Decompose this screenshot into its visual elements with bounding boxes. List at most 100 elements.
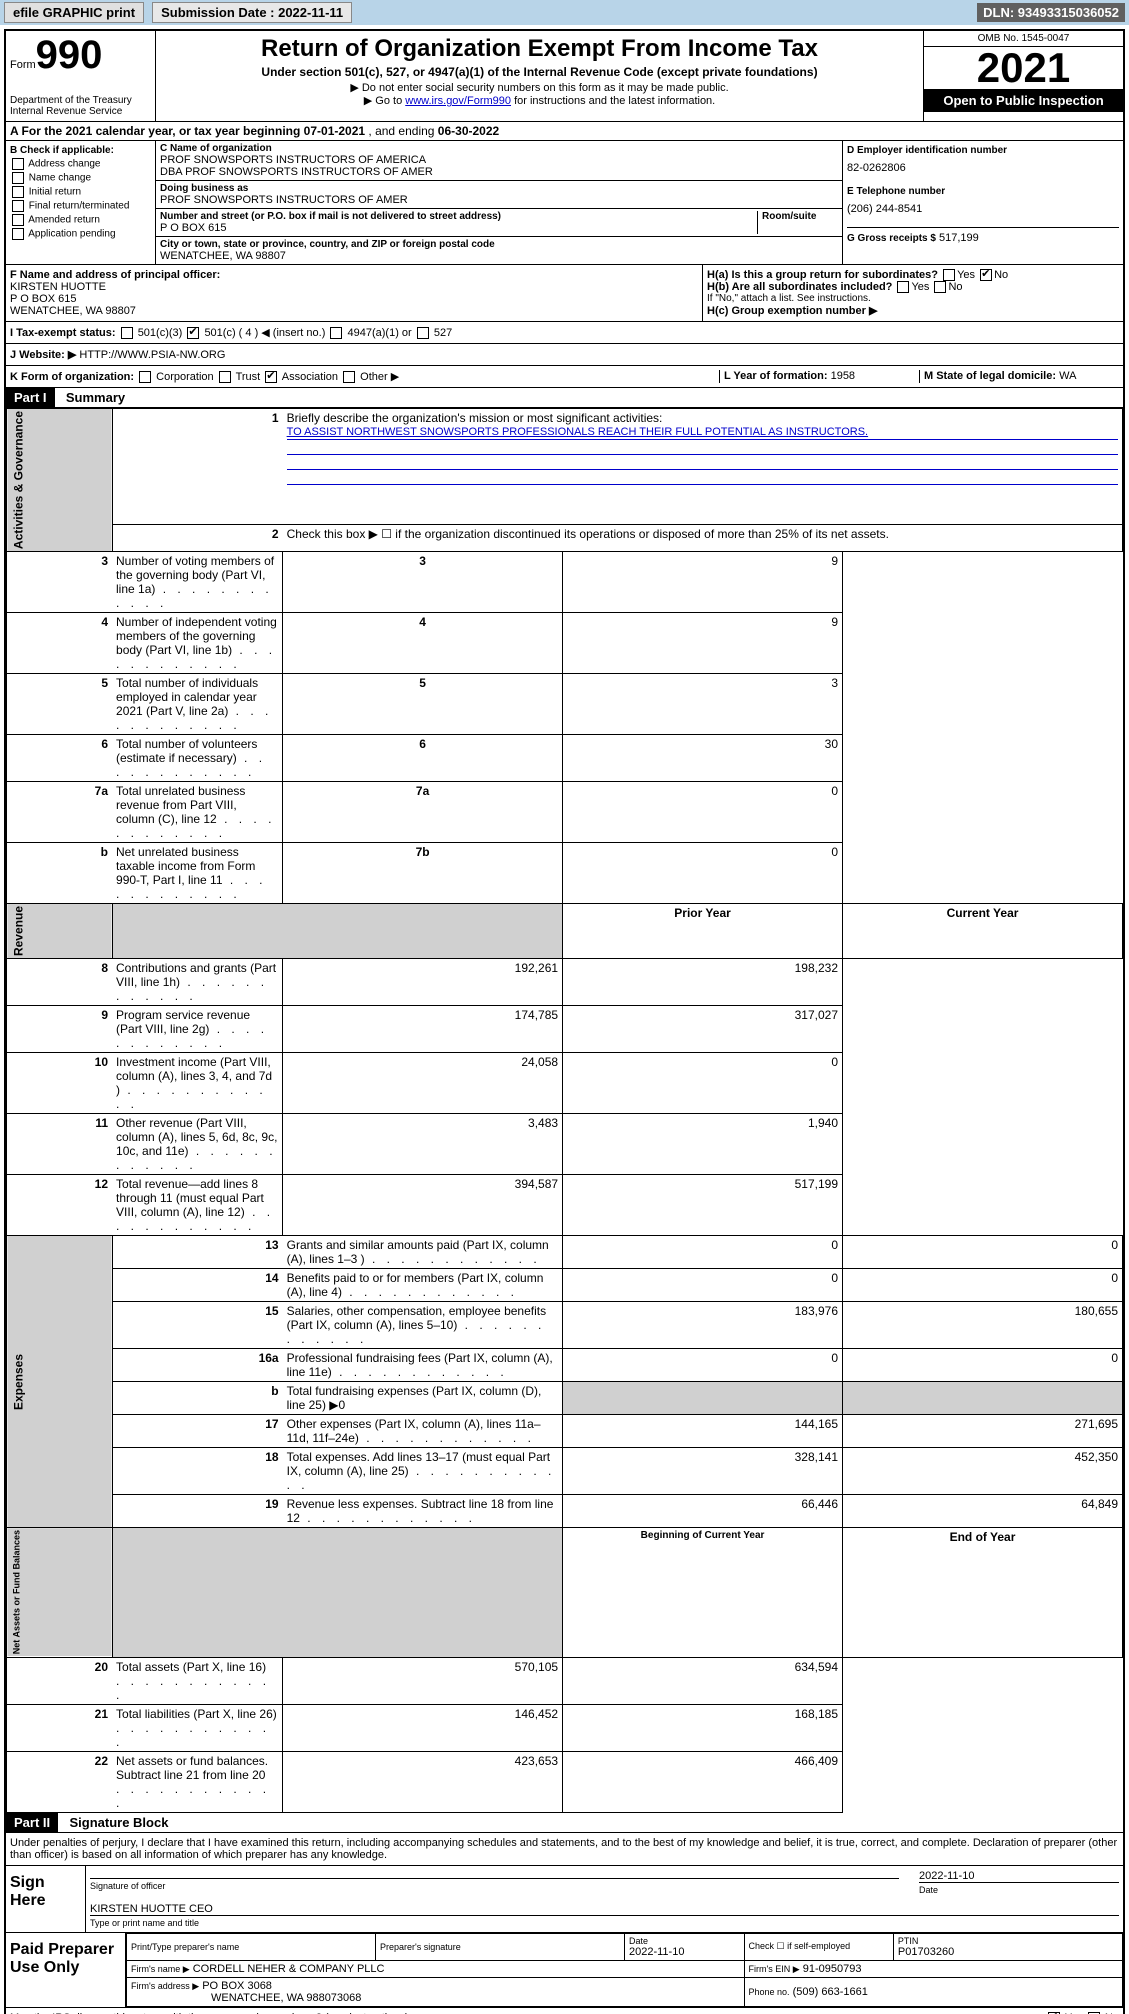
exp-current: 452,350 [843,1448,1123,1495]
vert-governance: Activities & Governance [7,409,113,552]
colb-option[interactable]: Application pending [10,228,151,240]
firm-ein: 91-0950793 [803,1963,862,1975]
form-container: Form990 Department of the Treasury Inter… [4,29,1125,2014]
assoc-checkbox[interactable] [265,371,277,383]
ein-label: D Employer identification number [847,145,1119,156]
exp-prior [563,1382,843,1415]
dba-label: Doing business as [160,183,838,194]
korg-row: K Form of organization: Corporation Trus… [6,366,1123,388]
firm-addr1: PO BOX 3068 [202,1980,272,1992]
officer-name: KIRSTEN HUOTTE CEO [90,1903,1119,1915]
colb-option[interactable]: Address change [10,158,151,170]
org-name-1: PROF SNOWSPORTS INSTRUCTORS OF AMERICA [160,154,838,166]
discuss-yes-checkbox[interactable] [1048,2012,1060,2014]
rev-current: 198,232 [563,959,843,1006]
col-c-org-info: C Name of organization PROF SNOWSPORTS I… [156,141,843,264]
discuss-no-checkbox[interactable] [1088,2012,1100,2014]
city-value: WENATCHEE, WA 98807 [160,250,838,262]
rev-row-text: Program service revenue (Part VIII, line… [112,1006,283,1053]
firm-name: CORDELL NEHER & COMPANY PLLC [193,1963,385,1975]
exp-current [843,1382,1123,1415]
gross-label: G Gross receipts $ [847,233,936,244]
other-checkbox[interactable] [343,371,355,383]
rev-row-text: Investment income (Part VIII, column (A)… [112,1053,283,1114]
net-row-text: Total assets (Part X, line 16) [112,1657,283,1704]
firm-addr2: WENATCHEE, WA 988073068 [211,1992,361,2004]
blank-line [287,441,1118,455]
gov-row-text: Total number of volunteers (estimate if … [112,735,283,782]
q2-text: Check this box ▶ ☐ if the organization d… [283,524,1123,551]
q1-label: Briefly describe the organization's miss… [287,411,1118,425]
form-label: Form [10,59,36,71]
hb-no-checkbox[interactable] [934,281,946,293]
sign-content: Signature of officer 2022-11-10 Date KIR… [86,1866,1123,1932]
open-public-badge: Open to Public Inspection [924,89,1123,112]
colb-option[interactable]: Name change [10,172,151,184]
exp-row-text: Professional fundraising fees (Part IX, … [283,1349,563,1382]
type-name-label: Type or print name and title [90,1918,1119,1928]
527-checkbox[interactable] [417,327,429,339]
4947-checkbox[interactable] [330,327,342,339]
ha-no-checkbox[interactable] [980,269,992,281]
corp-checkbox[interactable] [139,371,151,383]
exp-row-text: Other expenses (Part IX, column (A), lin… [283,1415,563,1448]
year-cell: OMB No. 1545-0047 2021 Open to Public In… [923,31,1123,121]
exp-row-text: Total fundraising expenses (Part IX, col… [283,1382,563,1415]
gov-row-value: 0 [563,843,843,904]
gov-row-text: Number of independent voting members of … [112,613,283,674]
part2-header: Part II Signature Block [6,1813,1123,1833]
mission-text: TO ASSIST NORTHWEST SNOWSPORTS PROFESSIO… [287,425,1118,440]
col-b-checkboxes: B Check if applicable: Address change Na… [6,141,156,264]
501c3-checkbox[interactable] [121,327,133,339]
exp-current: 0 [843,1349,1123,1382]
net-prior: 570,105 [283,1657,563,1704]
colb-option[interactable]: Initial return [10,186,151,198]
trust-checkbox[interactable] [219,371,231,383]
end-year-hdr: End of Year [843,1528,1123,1657]
gov-row-value: 9 [563,613,843,674]
col-b-heading: B Check if applicable: [10,145,151,156]
exp-current: 0 [843,1269,1123,1302]
declaration-text: Under penalties of perjury, I declare th… [6,1833,1123,1866]
website-row: J Website: ▶ HTTP://WWW.PSIA-NW.ORG [6,344,1123,366]
dept-label: Department of the Treasury Internal Reve… [10,95,151,117]
rev-prior: 192,261 [283,959,563,1006]
rev-prior: 24,058 [283,1053,563,1114]
ha-yes-checkbox[interactable] [943,269,955,281]
exp-prior: 0 [563,1236,843,1269]
submission-date: Submission Date : 2022-11-11 [152,2,352,23]
sig-officer-label: Signature of officer [90,1881,899,1891]
gov-row-value: 3 [563,674,843,735]
part2-badge: Part II [6,1813,58,1832]
tax-exempt-row: I Tax-exempt status: 501(c)(3) 501(c) ( … [6,322,1123,344]
rev-row-text: Total revenue—add lines 8 through 11 (mu… [112,1175,283,1236]
gov-row-value: 30 [563,735,843,782]
501c-checkbox[interactable] [187,327,199,339]
net-row-text: Net assets or fund balances. Subtract li… [112,1751,283,1812]
colb-option[interactable]: Final return/terminated [10,200,151,212]
gross-value: 517,199 [939,232,979,244]
paid-preparer-row: Paid Preparer Use Only Print/Type prepar… [6,1933,1123,2008]
rev-prior: 3,483 [283,1114,563,1175]
exp-row-text: Total expenses. Add lines 13–17 (must eq… [283,1448,563,1495]
dln-label: DLN: 93493315036052 [977,3,1125,22]
gov-row-text: Total number of individuals employed in … [112,674,283,735]
ein-value: 82-0262806 [847,162,1119,174]
phone-value: (206) 244-8541 [847,203,1119,215]
date-label: Date [919,1885,1119,1895]
exp-current: 271,695 [843,1415,1123,1448]
gov-row-text: Net unrelated business taxable income fr… [112,843,283,904]
summary-table: Activities & Governance 1 Briefly descri… [6,408,1123,1812]
note-link: ▶ Go to www.irs.gov/Form990 for instruct… [164,94,915,107]
irs-link[interactable]: www.irs.gov/Form990 [405,95,511,107]
room-label: Room/suite [762,211,838,222]
hb-yes-checkbox[interactable] [897,281,909,293]
net-prior: 146,452 [283,1704,563,1751]
efile-label[interactable]: efile GRAPHIC print [4,2,144,23]
city-label: City or town, state or province, country… [160,239,838,250]
principal-officer: F Name and address of principal officer:… [6,265,703,321]
note-ssn: ▶ Do not enter social security numbers o… [164,81,915,94]
colb-option[interactable]: Amended return [10,214,151,226]
form-subtitle: Under section 501(c), 527, or 4947(a)(1)… [164,65,915,79]
gov-row-value: 0 [563,782,843,843]
